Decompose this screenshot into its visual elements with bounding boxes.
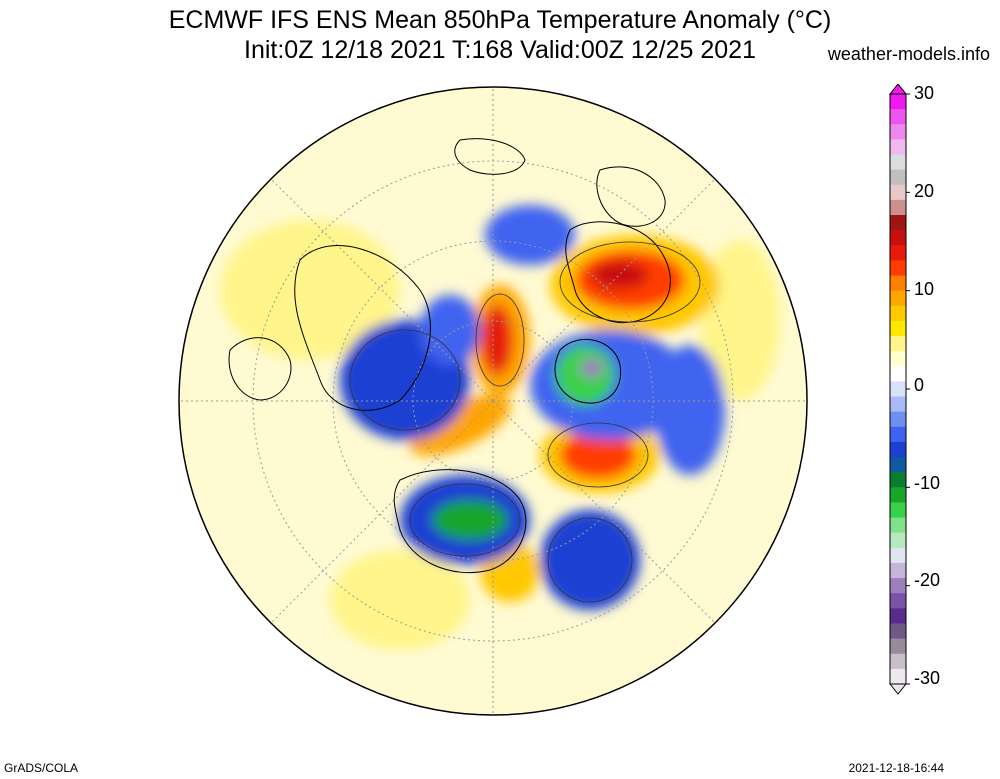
colorbar-swatch: [890, 230, 906, 246]
anom-cold-asia-green: [432, 500, 508, 540]
colorbar-swatch: [890, 94, 906, 110]
chart-subtitle: Init:0Z 12/18 2021 T:168 Valid:00Z 12/25…: [244, 36, 756, 64]
colorbar-swatch: [890, 215, 906, 231]
colorbar-swatch: [890, 472, 906, 488]
colorbar-swatch: [890, 290, 906, 307]
colorbar-swatch: [890, 139, 906, 156]
colorbar-swatch: [890, 260, 906, 277]
colorbar-swatch: [890, 275, 906, 292]
colorbar-tick-10: 10: [914, 279, 935, 299]
footer-software-label: GrADS/COLA: [4, 761, 79, 775]
colorbar-swatch: [890, 184, 906, 201]
colorbar-tick-30: 30: [914, 83, 935, 103]
anom-warm-siberia-band: [409, 394, 511, 456]
colorbar-tick-20: 20: [914, 181, 935, 201]
colorbar-swatch: [890, 426, 906, 443]
anom-cold-pacific: [540, 510, 640, 610]
anom-warm-broad-3: [700, 240, 780, 400]
anomaly-contours: [349, 241, 701, 603]
colorbar-swatch: [890, 199, 906, 216]
colorbar-swatch: [890, 578, 906, 594]
colorbar-swatch: [890, 562, 906, 579]
map-disk: [179, 87, 807, 715]
colorbar-swatch: [890, 109, 906, 125]
coastlines: [228, 138, 671, 574]
colorbar-tick-0: 0: [914, 375, 925, 395]
colorbar-swatch: [890, 366, 906, 382]
colorbar: [888, 84, 910, 695]
colorbar-swatch: [890, 336, 906, 352]
footer-timestamp: 2021-12-18-16:44: [848, 761, 944, 775]
colorbar-swatch: [890, 668, 906, 685]
colorbar-swatch: [890, 623, 906, 640]
chart-title: ECMWF IFS ENS Mean 850hPa Temperature An…: [168, 6, 832, 34]
colorbar-swatch: [890, 124, 906, 140]
anom-warm-broad-2: [330, 550, 470, 650]
colorbar-swatch: [890, 351, 906, 367]
anom-cold-hudson-purple: [580, 358, 604, 378]
colorbar-swatch: [890, 487, 906, 503]
anom-cold-russia-2: [420, 295, 480, 365]
colorbar-swatch: [890, 502, 906, 519]
colorbar-swatch: [890, 396, 906, 413]
colorbar-swatch: [890, 441, 906, 458]
colorbar-swatch: [890, 245, 906, 261]
colorbar-min-arrow: [888, 683, 908, 695]
anom-warm-siberia-core: [481, 305, 513, 375]
colorbar-swatch: [890, 593, 906, 609]
colorbar-tick-neg10: -10: [914, 473, 941, 493]
colorbar-swatch: [890, 320, 906, 337]
colorbar-swatch: [890, 547, 906, 564]
colorbar-swatch: [890, 154, 906, 171]
brand-label: weather-models.info: [827, 44, 990, 64]
map-border: [178, 86, 808, 716]
colorbar-swatch: [890, 169, 906, 186]
anom-cold-hudson-tail: [655, 345, 725, 475]
colorbar-tick-neg30: -30: [914, 668, 941, 688]
colorbar-swatch: [890, 381, 906, 398]
colorbar-swatch: [890, 653, 906, 670]
colorbar-swatch: [890, 517, 906, 534]
anom-warm-canada-peak: [592, 261, 648, 289]
colorbar-swatch: [890, 457, 906, 473]
anom-warm-pacific-core: [560, 431, 636, 479]
anom-cold-greenland: [485, 205, 575, 265]
colorbar-swatch: [890, 608, 906, 624]
colorbar-swatch: [890, 638, 906, 655]
colorbar-tick-neg20: -20: [914, 570, 941, 590]
colorbar-swatch: [890, 305, 906, 322]
graticule: [179, 87, 807, 715]
colorbar-swatch: [890, 411, 906, 428]
colorbar-swatch: [890, 532, 906, 549]
colorbar-max-arrow: [888, 84, 908, 95]
